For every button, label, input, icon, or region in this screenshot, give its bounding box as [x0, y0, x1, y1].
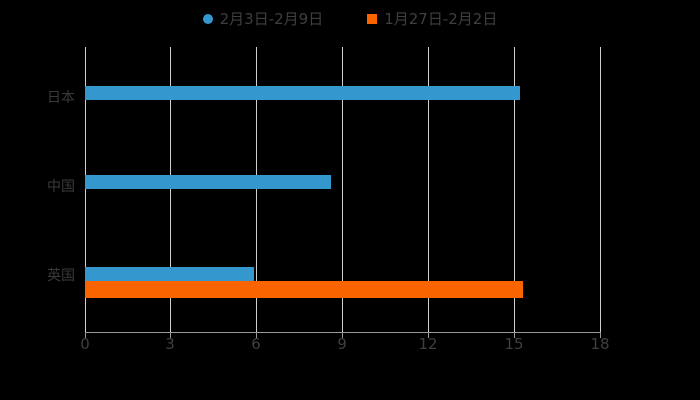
bar-japan-primary[interactable]: [85, 86, 520, 100]
x-tick-9: [342, 332, 343, 338]
legend-item-primary[interactable]: 2月3日-2月9日: [202, 8, 324, 30]
bar-uk-secondary[interactable]: [85, 281, 523, 298]
gridline-9: [342, 47, 343, 332]
gridline-18: [600, 47, 601, 332]
x-tick-6: [256, 332, 257, 338]
legend-label-secondary: 1月27日-2月2日: [384, 10, 498, 28]
legend-item-secondary[interactable]: 1月27日-2月2日: [367, 8, 497, 30]
gridline-6: [256, 47, 257, 332]
gridline-3: [170, 47, 171, 332]
x-tick-3: [170, 332, 171, 338]
square-marker-icon: [367, 14, 378, 24]
gridline-12: [428, 47, 429, 332]
legend-label-primary: 2月3日-2月9日: [219, 10, 324, 28]
x-tick-label-3: 3: [165, 335, 175, 353]
chart-legend: 2月3日-2月9日 1月27日-2月2日: [0, 6, 700, 32]
x-tick-label-15: 15: [504, 335, 524, 353]
gridline-15: [514, 47, 515, 332]
x-tick-label-6: 6: [251, 335, 261, 353]
bar-china-primary[interactable]: [85, 175, 332, 189]
x-tick-label-18: 18: [590, 335, 610, 353]
circle-marker-icon: [202, 14, 213, 24]
x-tick-18: [600, 332, 601, 338]
plot-area: [85, 47, 601, 332]
gridline-0: [85, 47, 86, 332]
y-axis-labels: 日本 中国 英国: [0, 0, 75, 400]
y-tick-label-china: 中国: [47, 179, 75, 195]
y-tick-label-japan: 日本: [47, 90, 75, 106]
y-tick-label-uk: 英国: [47, 268, 75, 284]
x-axis-line: [85, 332, 601, 333]
x-tick-12: [428, 332, 429, 338]
bar-uk-primary[interactable]: [85, 267, 254, 281]
x-tick-label-12: 12: [418, 335, 438, 353]
x-tick-0: [85, 332, 86, 338]
x-tick-15: [514, 332, 515, 338]
x-tick-label-9: 9: [337, 335, 347, 353]
x-tick-label-0: 0: [80, 335, 90, 353]
